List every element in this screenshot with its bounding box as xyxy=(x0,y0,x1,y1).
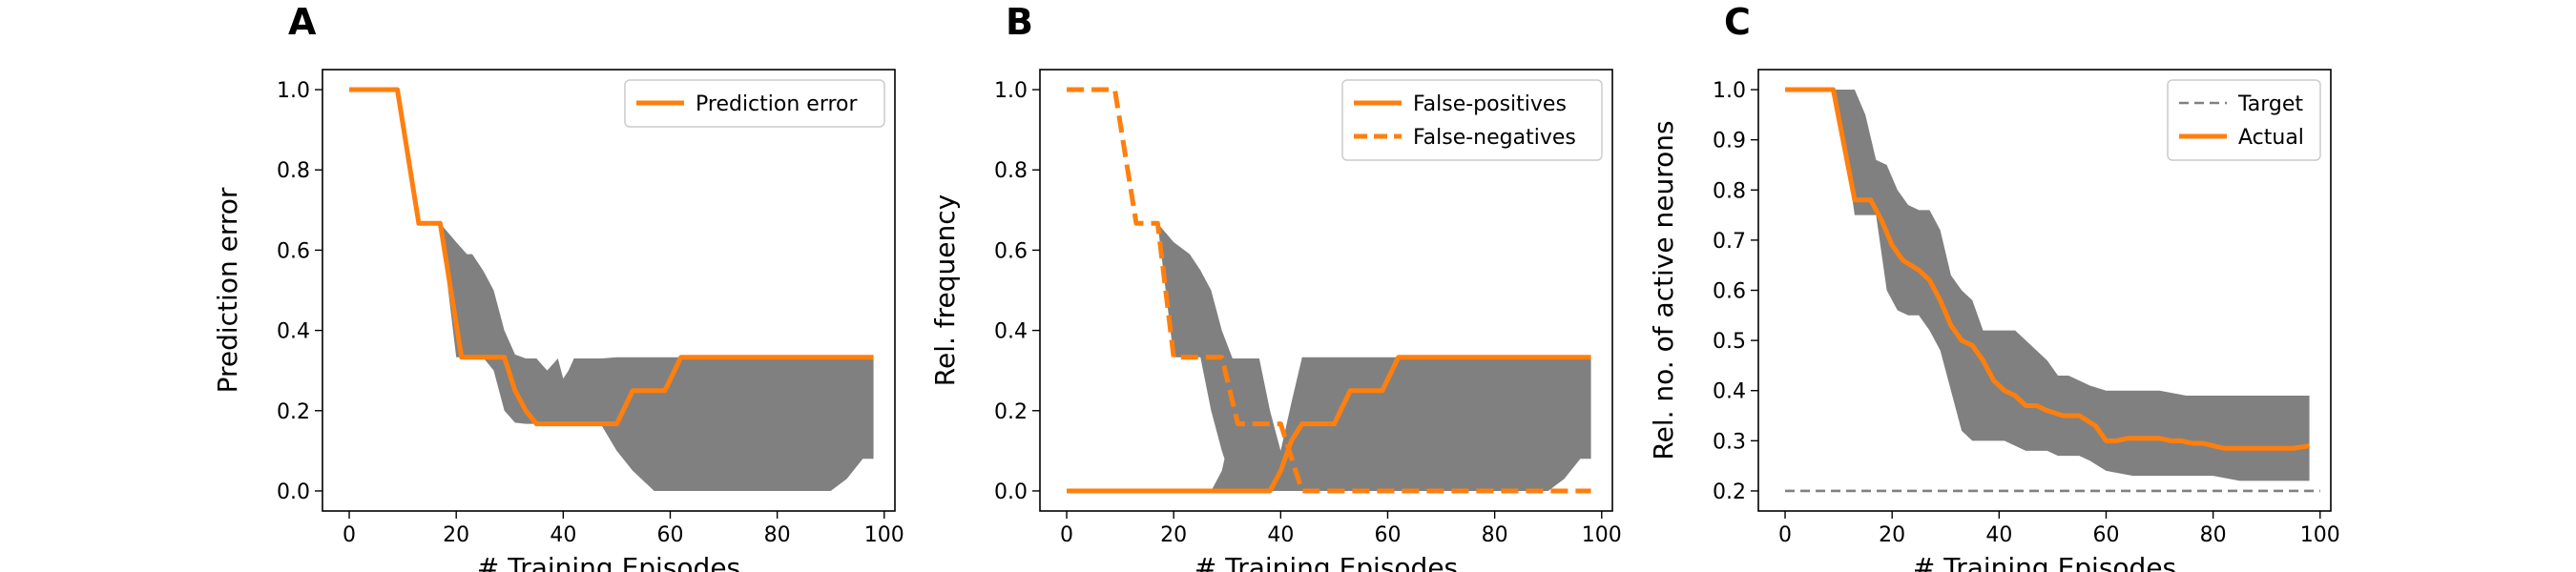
legend: Target Actual xyxy=(2167,79,2321,161)
x-tick-label: 60 xyxy=(2092,523,2119,547)
legend-label: Prediction error xyxy=(696,92,858,116)
x-axis-label: # Training Episodes xyxy=(477,552,740,572)
x-tick-label: 100 xyxy=(1582,523,1622,547)
x-tick-label: 40 xyxy=(550,523,576,547)
y-tick-label: 0.8 xyxy=(277,159,310,183)
x-tick-label: 80 xyxy=(1482,523,1508,547)
x-tick-label: 0 xyxy=(1060,523,1073,547)
variance-band xyxy=(349,90,874,491)
x-axis-label: # Training Episodes xyxy=(1195,552,1458,572)
y-tick-label: 0.7 xyxy=(1713,230,1746,254)
y-tick-label: 0.6 xyxy=(1713,280,1746,304)
y-tick-label: 0.0 xyxy=(994,480,1028,504)
x-tick-label: 0 xyxy=(1778,523,1792,547)
legend-label: False-positives xyxy=(1413,92,1567,116)
y-tick-label: 0.6 xyxy=(277,239,310,263)
y-axis-label: Prediction error xyxy=(212,187,243,393)
panel-letter: C xyxy=(1724,1,1751,43)
y-tick-label: 1.0 xyxy=(994,79,1028,103)
variance-band xyxy=(1211,357,1591,491)
legend-box xyxy=(2167,79,2321,161)
axes-frame xyxy=(1039,69,1613,512)
y-axis-label: Rel. no. of active neurons xyxy=(1648,120,1679,460)
y-tick-label: 0.5 xyxy=(1713,330,1746,354)
x-tick-label: 0 xyxy=(343,523,356,547)
x-axis-label: # Training Episodes xyxy=(1913,552,2176,572)
y-axis-label: Rel. frequency xyxy=(929,194,961,386)
x-tick-label: 60 xyxy=(656,523,683,547)
y-tick-label: 0.4 xyxy=(1713,380,1746,404)
x-tick-label: 80 xyxy=(2200,523,2227,547)
y-tick-label: 1.0 xyxy=(1713,79,1746,103)
x-tick-label: 20 xyxy=(1879,523,1905,547)
panel-a: A 0 20 40 60 80 100 0.0 0.2 0.4 0.6 0.8 1.0 # Trainin… xyxy=(212,1,904,572)
series-line-prediction-error xyxy=(349,87,874,427)
panel-b: B 0 20 40 60 80 100 0.0 0.2 0.4 0.6 0.8 1.0 # Trainin… xyxy=(929,1,1622,572)
panel-c: C 0 20 40 60 80 100 0.2 0.3 0.4 0.5 0.6 0.7 0.8 0.9 1.0… xyxy=(1648,1,2340,572)
series-line-false-negatives xyxy=(1067,87,1591,494)
panel-letter: B xyxy=(1006,1,1033,43)
y-tick-label: 0.2 xyxy=(1713,480,1746,504)
series-line-actual xyxy=(1785,87,2310,451)
x-tick-label: 60 xyxy=(1374,523,1401,547)
y-tick-label: 1.0 xyxy=(277,79,310,103)
legend: False-positives False-negatives xyxy=(1341,79,1603,161)
legend-box xyxy=(1341,79,1603,161)
axes-frame xyxy=(322,69,896,512)
x-tick-label: 40 xyxy=(1267,523,1294,547)
y-tick-label: 0.8 xyxy=(1713,179,1746,203)
y-tick-label: 0.0 xyxy=(277,480,310,504)
y-tick-label: 0.6 xyxy=(994,239,1028,263)
variance-band xyxy=(1785,90,2310,481)
legend-box xyxy=(624,79,885,128)
x-tick-label: 80 xyxy=(764,523,791,547)
legend-label: Actual xyxy=(2238,126,2304,150)
y-tick-label: 0.2 xyxy=(994,400,1028,424)
panel-letter: A xyxy=(288,1,317,43)
y-tick-label: 0.4 xyxy=(277,320,310,344)
x-tick-label: 100 xyxy=(864,523,904,547)
x-tick-label: 20 xyxy=(1160,523,1187,547)
series-line-false-positives xyxy=(1067,355,1591,494)
y-tick-label: 0.4 xyxy=(994,320,1028,344)
y-tick-label: 0.8 xyxy=(994,159,1028,183)
legend-label: Target xyxy=(2237,92,2303,116)
y-tick-label: 0.3 xyxy=(1713,430,1746,454)
legend-label: False-negatives xyxy=(1413,126,1576,150)
y-tick-label: 0.2 xyxy=(277,400,310,424)
y-tick-label: 0.9 xyxy=(1713,130,1746,153)
x-tick-label: 20 xyxy=(443,523,469,547)
x-tick-label: 100 xyxy=(2300,523,2340,547)
legend: Prediction error xyxy=(624,79,885,128)
x-tick-label: 40 xyxy=(1985,523,2012,547)
